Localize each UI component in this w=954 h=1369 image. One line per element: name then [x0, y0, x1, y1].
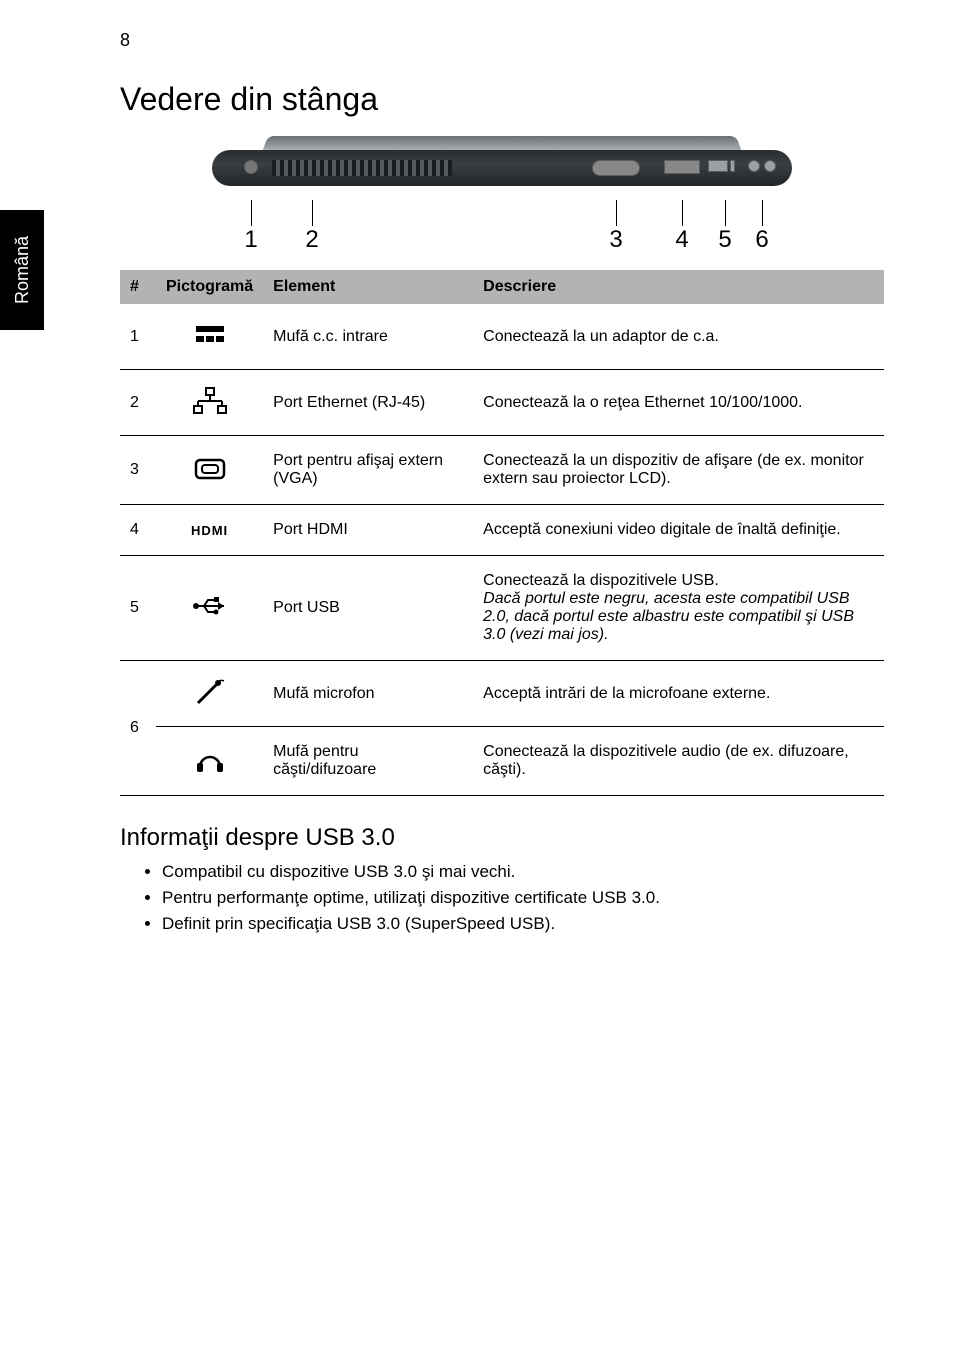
device-diagram: 1 2 3 4 5 6	[202, 134, 802, 250]
row-element: Mufă microfon	[263, 661, 473, 727]
usb3-bullets: Compatibil cu dispozitive USB 3.0 şi mai…	[120, 862, 884, 934]
row-num: 1	[120, 304, 156, 370]
diagram-labels: 1 2 3 4 5 6	[202, 200, 802, 250]
table-row: 5 Port USB Conectează la dispozitivele U…	[120, 556, 884, 661]
port-dc-icon	[244, 160, 258, 174]
ports-table: # Pictogramă Element Descriere 1 Mufă c.…	[120, 270, 884, 796]
table-header-row: # Pictogramă Element Descriere	[120, 270, 884, 304]
th-num: #	[120, 270, 156, 304]
table-row: 6 Mufă microfon Acceptă intrări de la mi…	[120, 661, 884, 727]
row-element: Port USB	[263, 556, 473, 661]
row-desc: Conectează la dispozitivele audio (de ex…	[473, 727, 884, 796]
port-usb-icon	[708, 160, 728, 172]
row-desc: Conectează la o reţea Ethernet 10/100/10…	[473, 370, 884, 436]
table-row: Mufă pentru căşti/difuzoare Conectează l…	[120, 727, 884, 796]
port-hdmi-icon	[664, 160, 700, 174]
device-body	[202, 134, 802, 204]
row-num: 4	[120, 505, 156, 556]
th-desc: Descriere	[473, 270, 884, 304]
row-element: Port pentru afişaj extern (VGA)	[263, 436, 473, 505]
th-icon: Pictogramă	[156, 270, 263, 304]
row-num: 5	[120, 556, 156, 661]
diagram-label: 4	[675, 226, 688, 254]
table-row: 1 Mufă c.c. intrare Conectează la un ada…	[120, 304, 884, 370]
row-num: 6	[120, 661, 156, 796]
table-row: 4 HDMI Port HDMI Acceptă conexiuni video…	[120, 505, 884, 556]
row-num: 3	[120, 436, 156, 505]
diagram-label: 2	[305, 226, 318, 254]
th-el: Element	[263, 270, 473, 304]
list-item: Pentru performanţe optime, utilizaţi dis…	[162, 888, 884, 908]
diagram-label: 3	[609, 226, 622, 254]
table-row: 3 Port pentru afişaj extern (VGA) Conect…	[120, 436, 884, 505]
diagram-label: 6	[755, 226, 768, 254]
port-audio2-icon	[764, 160, 776, 172]
table-row: 2 Port Ethernet (RJ-45) Conectează la o …	[120, 370, 884, 436]
row-desc-plain: Conectează la dispozitivele USB.	[483, 572, 719, 589]
port-usb2-icon	[730, 160, 735, 172]
usb3-subheading: Informaţii despre USB 3.0	[120, 824, 884, 852]
ethernet-icon	[156, 370, 263, 436]
diagram-label: 1	[244, 226, 257, 254]
vent-icon	[272, 160, 452, 176]
port-audio1-icon	[748, 160, 760, 172]
language-tab-label: Română	[12, 236, 33, 304]
row-element: Port HDMI	[263, 505, 473, 556]
hdmi-icon: HDMI	[156, 505, 263, 556]
row-desc: Conectează la un dispozitiv de afişare (…	[473, 436, 884, 505]
row-desc: Conectează la un adaptor de c.a.	[473, 304, 884, 370]
row-element: Mufă c.c. intrare	[263, 304, 473, 370]
row-desc: Conectează la dispozitivele USB. Dacă po…	[473, 556, 884, 661]
row-desc-italic: Dacă portul este negru, acesta este comp…	[483, 590, 854, 643]
page-number: 8	[0, 0, 954, 51]
row-element: Mufă pentru căşti/difuzoare	[263, 727, 473, 796]
port-vga-icon	[592, 160, 640, 176]
row-num: 2	[120, 370, 156, 436]
page-title: Vedere din stânga	[120, 81, 884, 118]
microphone-icon	[156, 661, 263, 727]
list-item: Compatibil cu dispozitive USB 3.0 şi mai…	[162, 862, 884, 882]
dc-power-icon	[156, 304, 263, 370]
row-desc: Acceptă conexiuni video digitale de înal…	[473, 505, 884, 556]
vga-icon	[156, 436, 263, 505]
page-content: Vedere din stânga 1 2 3 4 5 6 #	[0, 51, 954, 980]
row-desc: Acceptă intrări de la microfoane externe…	[473, 661, 884, 727]
language-tab: Română	[0, 210, 44, 330]
diagram-label: 5	[718, 226, 731, 254]
row-element: Port Ethernet (RJ-45)	[263, 370, 473, 436]
usb-icon	[156, 556, 263, 661]
list-item: Definit prin specificaţia USB 3.0 (Super…	[162, 914, 884, 934]
headphone-icon	[156, 727, 263, 796]
